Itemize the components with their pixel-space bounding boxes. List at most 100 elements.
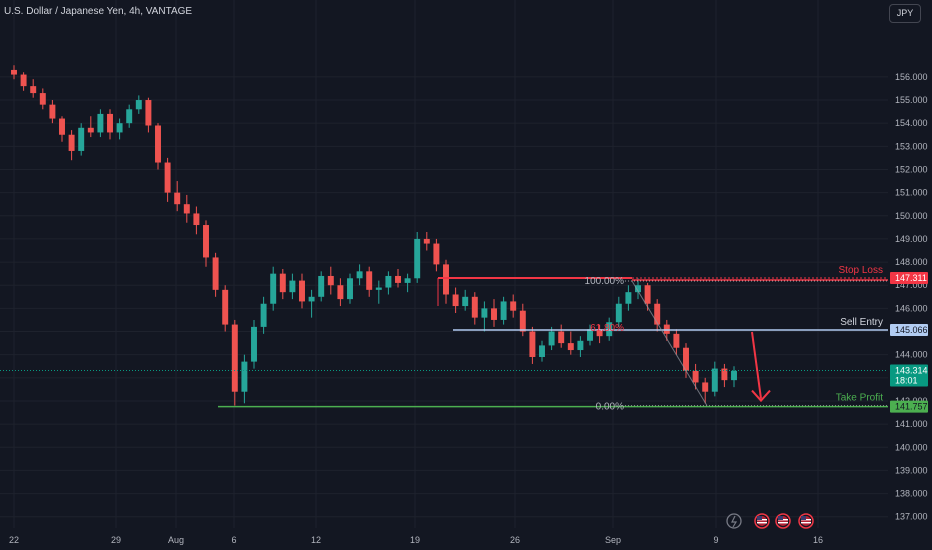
candlestick-series [11, 65, 737, 406]
candle-body [481, 308, 488, 318]
candle-body [279, 273, 286, 293]
candle-body [11, 69, 17, 75]
candle-body [606, 322, 613, 337]
candle-body [164, 162, 171, 193]
candle-body [97, 113, 104, 133]
price-tick-label: 140.000 [895, 442, 928, 452]
fib-label-0: 0.00% [596, 402, 624, 413]
candle-countdown: 18:01 [895, 376, 918, 386]
candle-body [692, 370, 699, 383]
price-tick-label: 151.000 [895, 188, 928, 198]
candle-body [183, 204, 190, 214]
sell-entry-price-tag: 145.066 [895, 325, 928, 335]
candle-body [251, 326, 257, 362]
candle-body [519, 310, 526, 332]
price-tick-label: 153.000 [895, 141, 928, 151]
price-tick-label: 156.000 [895, 72, 928, 82]
candle-body [39, 93, 46, 105]
candle-body [548, 331, 555, 346]
trade-annotations: Stop Loss Sell Entry Take Profit 100.00% 61.… [0, 265, 888, 413]
price-tick-label: 149.000 [895, 234, 928, 244]
candle-body [203, 225, 209, 258]
time-tick-label: 29 [111, 535, 121, 545]
time-tick-label: 22 [9, 535, 19, 545]
candle-body [193, 213, 200, 226]
candle-body [443, 264, 449, 295]
candle-body [30, 86, 37, 94]
candle-body [299, 280, 305, 302]
candle-body [471, 296, 478, 318]
sell-entry-price-tag-bg [890, 323, 928, 336]
candle-body [452, 294, 459, 307]
candle-body [529, 331, 536, 357]
candle-body [260, 303, 267, 327]
take-profit-price-tag: 141.757 [895, 402, 928, 412]
candle-body [289, 280, 296, 293]
candle-body [318, 275, 325, 297]
candle-body [126, 109, 133, 124]
sell-arrow-shaft [751, 331, 762, 399]
candle-body [625, 292, 632, 304]
price-tick-label: 141.000 [895, 419, 928, 429]
price-tick-label: 152.000 [895, 164, 928, 174]
candle-body [327, 275, 334, 286]
time-axis[interactable]: 22 29 Aug 6 12 19 26 Sep 9 16 [0, 528, 932, 550]
candle-body [635, 285, 641, 293]
candle-body [155, 125, 161, 163]
candle-body [567, 343, 574, 351]
candle-body [711, 368, 718, 392]
price-tick-label: 150.000 [895, 211, 928, 221]
candle-body [20, 74, 27, 87]
fib-label-100: 100.00% [585, 276, 625, 287]
event-icons [726, 513, 814, 529]
candle-body [174, 192, 181, 205]
price-axis[interactable]: 135.250136.100137.000138.000139.000140.0… [888, 0, 932, 550]
candle-body [308, 296, 315, 302]
candle-body [587, 329, 593, 341]
candle-body [231, 324, 238, 392]
candle-body [433, 243, 440, 265]
current-price-tag-bg [890, 364, 928, 387]
lightning-icon [726, 513, 742, 529]
candle-body [347, 278, 353, 300]
stop-loss-price-tag: 147.311 [895, 273, 927, 283]
stop-loss-price-tag-bg [890, 272, 928, 285]
candle-body [644, 285, 651, 304]
candle-body [337, 285, 344, 300]
take-profit-label: Take Profit [836, 393, 883, 404]
candle-body [356, 271, 363, 279]
candle-body [116, 123, 123, 133]
us-flag-event-icon [798, 513, 814, 529]
candle-body [49, 104, 56, 119]
candle-body [68, 134, 75, 151]
chart-grid [0, 0, 888, 539]
candle-body [212, 257, 219, 290]
candle-body [241, 361, 248, 392]
candle-body [270, 273, 277, 304]
candle-body [673, 333, 680, 348]
candle-body [683, 347, 689, 371]
candle-body [385, 275, 392, 288]
candle-body [577, 340, 584, 351]
candle-body [414, 238, 421, 279]
time-tick-label: Sep [605, 535, 621, 545]
time-tick-label: 16 [813, 535, 823, 545]
time-tick-label: 19 [410, 535, 420, 545]
candle-body [404, 278, 411, 283]
candle-body [491, 308, 497, 320]
price-tick-label: 155.000 [895, 95, 928, 105]
candle-body [145, 100, 152, 126]
candle-body [731, 370, 737, 381]
price-tick-label: 147.000 [895, 280, 928, 290]
us-flag-event-icon [754, 513, 770, 529]
candle-body [654, 303, 661, 325]
candle-body [222, 289, 229, 325]
candle-body [107, 113, 113, 133]
sell-entry-label: Sell Entry [840, 317, 883, 328]
candle-body [721, 368, 728, 381]
price-tick-label: 148.000 [895, 257, 928, 267]
currency-button[interactable]: JPY [889, 4, 921, 23]
candle-body [500, 301, 507, 320]
price-tick-label: 139.000 [895, 465, 928, 475]
